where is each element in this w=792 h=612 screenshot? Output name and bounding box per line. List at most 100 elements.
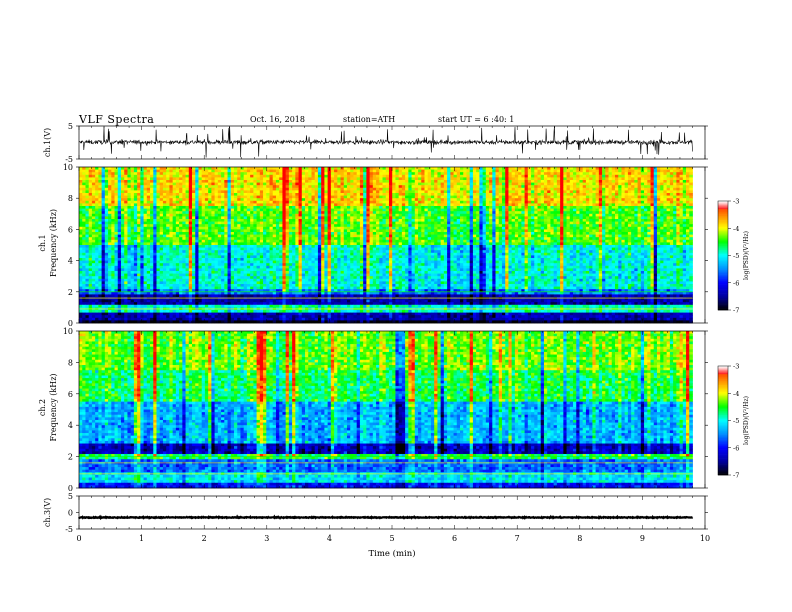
colorbar-swatch <box>718 455 728 458</box>
colorbar-swatch <box>718 460 728 462</box>
ch2-spectrogram-image <box>79 331 693 489</box>
colorbar-swatch <box>718 205 728 207</box>
colorbar-swatch <box>718 265 728 267</box>
colorbar-swatch <box>718 465 728 468</box>
colorbar-swatch <box>718 398 728 401</box>
colorbar-swatch <box>718 308 728 311</box>
colorbar-swatch <box>718 469 728 472</box>
colorbar-swatch <box>718 269 728 271</box>
y-tick-label: 2 <box>68 288 73 297</box>
x-tick-label: 5 <box>389 534 394 543</box>
x-tick-label: 6 <box>452 534 457 543</box>
colorbar-tick-label: -6 <box>733 444 739 452</box>
colorbar-swatch <box>718 421 728 424</box>
colorbar-swatch <box>718 214 728 217</box>
colorbar-swatch <box>718 449 728 451</box>
colorbar-tick-label: -6 <box>733 279 739 287</box>
y-axis-label: ch.3(V) <box>43 498 52 527</box>
y-tick-label: 10 <box>63 163 73 172</box>
colorbar-swatch <box>718 400 728 402</box>
colorbar-swatch <box>718 366 728 368</box>
colorbar-swatch <box>718 259 728 262</box>
colorbar-swatch <box>718 206 728 209</box>
colorbar-swatch <box>718 284 728 286</box>
y-tick-label: 0 <box>68 509 73 518</box>
ch1-waveform-trace <box>78 126 693 158</box>
colorbar-tick-label: -4 <box>733 390 739 398</box>
colorbar-swatch <box>718 446 728 449</box>
colorbar-tick-label: -4 <box>733 225 739 233</box>
colorbar-swatch <box>718 457 728 459</box>
date-label: Oct. 16, 2018 <box>250 115 305 124</box>
colorbar-swatch <box>718 367 728 370</box>
x-tick-label: 9 <box>640 534 645 543</box>
colorbar-swatch <box>718 299 728 301</box>
colorbar-swatch <box>718 273 728 275</box>
colorbar-swatch <box>718 304 728 307</box>
ch3-waveform-frame <box>78 495 706 530</box>
colorbar-swatch <box>718 307 728 309</box>
colorbar-swatch <box>718 260 728 263</box>
colorbar-tick-label: -7 <box>733 472 739 480</box>
colorbar-swatch <box>718 470 728 473</box>
x-tick-label: 4 <box>327 534 332 543</box>
colorbar-swatch <box>718 250 728 252</box>
colorbar-swatch <box>718 428 728 431</box>
colorbar-swatch <box>718 271 728 274</box>
colorbar-swatch <box>718 301 728 304</box>
colorbar-swatch <box>718 442 728 444</box>
colorbar-swatch <box>718 440 728 443</box>
colorbar-swatch <box>718 286 728 289</box>
colorbar-swatch <box>718 420 728 423</box>
colorbar-swatch <box>718 289 728 292</box>
colorbar-swatch <box>718 376 728 379</box>
colorbar-tick-label: -3 <box>733 198 739 206</box>
colorbar-swatch <box>718 443 728 446</box>
y-tick-label: 10 <box>63 327 73 336</box>
colorbar-swatch <box>718 202 728 205</box>
colorbar-swatch <box>718 229 728 232</box>
colorbar-swatch <box>718 458 728 461</box>
y-axis-label: ch.1 <box>38 234 47 251</box>
y-tick-label: 8 <box>68 194 73 203</box>
colorbar-swatch <box>718 425 728 428</box>
colorbar-swatch <box>718 293 728 296</box>
colorbar-swatch <box>718 221 728 224</box>
colorbar-swatch <box>718 222 728 225</box>
colorbar-swatch <box>718 413 728 416</box>
ch1-spectrogram-image <box>79 167 693 324</box>
y-tick-label: 6 <box>68 390 73 399</box>
colorbar-swatch <box>718 281 728 284</box>
x-tick-label: 3 <box>264 534 269 543</box>
colorbar-swatch <box>718 278 728 281</box>
colorbar-swatch <box>718 235 728 237</box>
y-tick-label: 8 <box>68 358 73 367</box>
colorbar-swatch <box>718 290 728 293</box>
colorbar-swatch <box>718 379 728 382</box>
colorbar-swatch <box>718 434 728 436</box>
y-axis-ticks: 5 0 -5 <box>65 492 708 534</box>
colorbar-swatch <box>718 462 728 465</box>
colorbar-swatch <box>718 438 728 440</box>
colorbar-swatch <box>718 375 728 378</box>
colorbar-swatch <box>718 404 728 406</box>
colorbar-swatch <box>718 412 728 414</box>
colorbar-swatch <box>718 423 728 425</box>
station-label: station=ATH <box>343 115 395 124</box>
colorbar-tick-label: -7 <box>733 307 739 315</box>
colorbar-swatch <box>718 468 728 470</box>
colorbar-swatch <box>718 370 728 372</box>
colorbar-swatch <box>718 305 728 308</box>
colorbar-swatch <box>718 243 728 245</box>
y-axis-ticks: 5 -5 <box>65 122 708 164</box>
x-axis-ticks: 0 1 2 3 4 5 6 7 8 9 10 <box>76 496 710 543</box>
x-axis-ticks <box>78 331 706 488</box>
colorbar-swatch <box>718 213 728 215</box>
colorbar-label: log(PSD)(V²/Hz) <box>743 396 750 445</box>
colorbar-swatch <box>718 247 728 249</box>
colorbar-swatch <box>718 300 728 303</box>
y-tick-label: 4 <box>68 421 73 430</box>
colorbar-swatch <box>718 415 728 417</box>
colorbar-swatch <box>718 285 728 288</box>
